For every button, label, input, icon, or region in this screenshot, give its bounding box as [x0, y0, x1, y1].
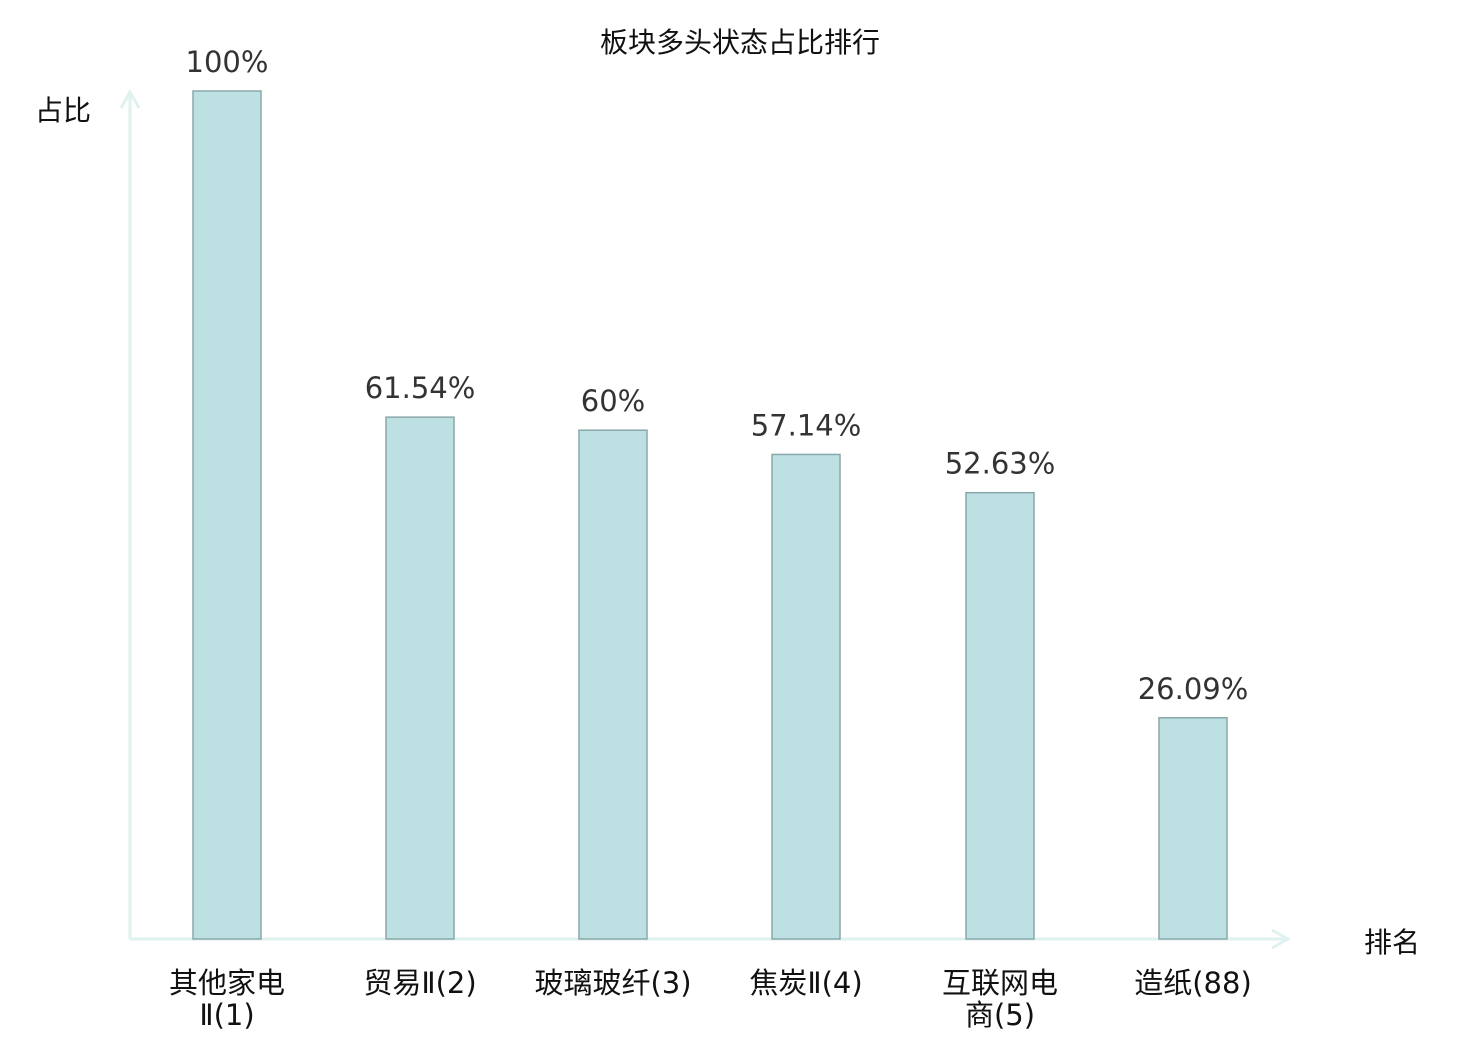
bar	[1158, 717, 1228, 940]
x-tick-label: 互联网电	[942, 966, 1058, 1000]
x-tick-label: 贸易Ⅱ(2)	[363, 966, 476, 1000]
x-tick-label: 焦炭Ⅱ(4)	[749, 966, 862, 1000]
x-axis-arrow-icon	[1271, 928, 1292, 950]
data-label: 100%	[186, 45, 269, 79]
y-axis-label: 占比	[35, 94, 91, 127]
bar	[771, 453, 841, 940]
data-label: 52.63%	[945, 447, 1056, 481]
data-label: 57.14%	[751, 408, 862, 442]
data-label: 26.09%	[1138, 672, 1249, 706]
y-axis-arrow-icon	[119, 88, 141, 109]
x-tick-label: 其他家电	[169, 966, 285, 1000]
x-tick-label: 造纸(88)	[1134, 966, 1252, 1000]
bar	[578, 429, 648, 940]
x-axis-label: 排名	[1364, 926, 1420, 959]
x-tick-label: Ⅱ(1)	[199, 998, 254, 1032]
data-label: 61.54%	[365, 371, 476, 405]
x-tick-label: 玻璃玻纤(3)	[534, 966, 691, 1000]
axes	[119, 88, 1292, 950]
bar	[385, 416, 455, 940]
bar	[965, 491, 1035, 940]
x-tick-label: 商(5)	[965, 998, 1035, 1032]
chart-title: 板块多头状态占比排行	[600, 26, 880, 59]
data-label: 60%	[581, 384, 645, 418]
bar	[192, 90, 262, 940]
